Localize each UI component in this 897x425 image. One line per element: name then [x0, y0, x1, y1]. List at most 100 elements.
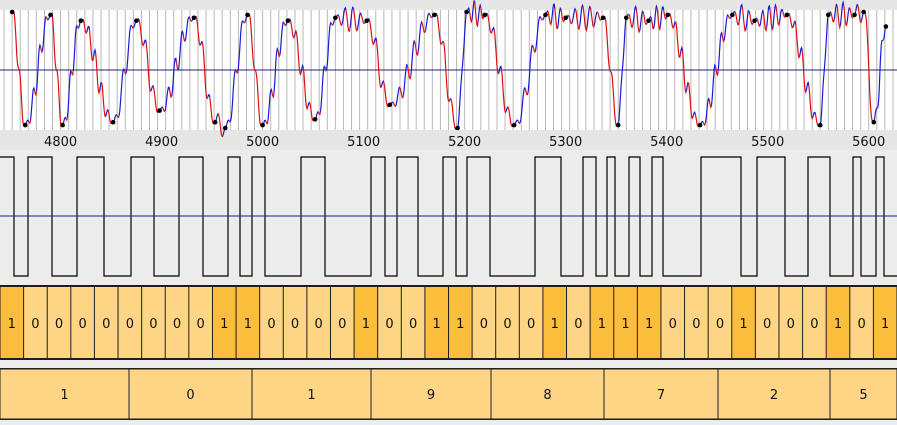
- waveform-series-segment: [480, 7, 484, 20]
- digit-cell[interactable]: [491, 369, 604, 419]
- bit-cell[interactable]: [94, 287, 118, 358]
- bit-value: 1: [621, 317, 629, 332]
- bit-cell[interactable]: [0, 287, 24, 358]
- peak-marker: [191, 15, 197, 21]
- bit-value: 0: [857, 317, 865, 332]
- waveform-series-segment: [93, 47, 97, 57]
- bit-value: 0: [787, 317, 795, 332]
- waveform-series-segment: [571, 7, 577, 23]
- waveform-series-segment: [145, 43, 152, 92]
- waveform-series-segment: [279, 21, 285, 56]
- digit-cell[interactable]: [129, 369, 252, 419]
- waveform-series-segment: [267, 87, 273, 121]
- bit-value: 1: [456, 317, 464, 332]
- waveform-series-segment: [283, 22, 287, 27]
- waveform-chart[interactable]: 4800 4900 5000 5100 5200 5300 5400 5500 5600: [0, 0, 897, 150]
- digit-value: 1: [60, 388, 68, 403]
- bit-cell[interactable]: [47, 287, 71, 358]
- bit-value: 0: [267, 317, 275, 332]
- x-tick-label: 5600: [852, 135, 885, 150]
- waveform-series-segment: [505, 106, 509, 112]
- waveform-series-segment: [756, 18, 761, 27]
- waveform-series-segment: [101, 82, 106, 118]
- waveform-series-segment: [265, 120, 269, 125]
- digit-cell[interactable]: [604, 369, 718, 419]
- bit-cell[interactable]: [826, 287, 850, 358]
- bit-cell[interactable]: [614, 287, 637, 358]
- bit-cell[interactable]: [732, 287, 755, 358]
- waveform-series-segment: [248, 14, 263, 127]
- digit-value: 0: [186, 388, 194, 403]
- bit-value: 0: [763, 317, 771, 332]
- bit-cell[interactable]: [472, 287, 496, 358]
- bit-cell[interactable]: [590, 287, 614, 358]
- waveform-series-segment: [395, 86, 401, 106]
- bit-cell[interactable]: [378, 287, 401, 358]
- waveform-svg[interactable]: 4800 4900 5000 5100 5200 5300 5400 5500 5600: [0, 0, 897, 150]
- digit-cell[interactable]: [252, 369, 371, 419]
- waveform-series-segment: [692, 110, 696, 116]
- peak-marker: [60, 122, 65, 128]
- bit-cell[interactable]: [685, 287, 708, 358]
- waveform-series-segment: [41, 16, 47, 51]
- digit-cell[interactable]: [371, 369, 491, 419]
- waveform-series-segment: [808, 85, 814, 121]
- digit-cell[interactable]: [830, 369, 897, 419]
- bit-cell[interactable]: [401, 287, 425, 358]
- square-wave-svg[interactable]: [0, 150, 897, 285]
- bit-cell[interactable]: [449, 287, 472, 358]
- peak-marker: [157, 108, 162, 113]
- bit-value: 1: [834, 317, 842, 332]
- bit-cell[interactable]: [543, 287, 567, 358]
- bit-cell[interactable]: [354, 287, 378, 358]
- bit-cell[interactable]: [873, 287, 897, 358]
- bit-cell[interactable]: [850, 287, 873, 358]
- bit-cell[interactable]: [118, 287, 142, 358]
- bit-cell[interactable]: [519, 287, 543, 358]
- waveform-series-segment: [604, 17, 618, 128]
- bit-cell[interactable]: [24, 287, 47, 358]
- bit-cell[interactable]: [567, 287, 590, 358]
- bit-cell[interactable]: [637, 287, 661, 358]
- bit-cell[interactable]: [142, 287, 165, 358]
- bit-value: 0: [692, 317, 700, 332]
- bit-cell[interactable]: [260, 287, 283, 358]
- digit-value: 7: [657, 388, 665, 403]
- waveform-series-segment: [830, 12, 835, 23]
- bit-cell[interactable]: [496, 287, 519, 358]
- bit-cell[interactable]: [803, 287, 826, 358]
- digit-row[interactable]: 1 0 1 9 8 7 2 5: [0, 360, 897, 425]
- bit-cell[interactable]: [165, 287, 189, 358]
- waveform-series-segment: [326, 21, 332, 70]
- bit-cell[interactable]: [330, 287, 354, 358]
- square-wave-chart[interactable]: [0, 150, 897, 285]
- digit-cell[interactable]: [0, 369, 129, 419]
- bit-cell[interactable]: [236, 287, 260, 358]
- bit-cell[interactable]: [425, 287, 448, 358]
- peak-marker: [697, 122, 703, 128]
- waveform-series-segment: [704, 97, 711, 124]
- bit-value: 0: [291, 317, 299, 332]
- waveform-series-segment: [650, 17, 655, 30]
- waveform-series-segment: [330, 22, 334, 27]
- digit-value: 5: [859, 388, 867, 403]
- waveform-series-segment: [207, 94, 211, 99]
- waveform-series-segment: [593, 11, 598, 26]
- digit-cell[interactable]: [718, 369, 830, 419]
- peak-marker: [784, 12, 790, 18]
- bit-value: 0: [385, 317, 393, 332]
- bit-cell[interactable]: [779, 287, 803, 358]
- digit-row-svg[interactable]: 1 0 1 9 8 7 2 5: [0, 360, 897, 425]
- bit-cell[interactable]: [755, 287, 779, 358]
- bit-cell[interactable]: [283, 287, 307, 358]
- bit-cell[interactable]: [212, 287, 236, 358]
- bit-cell[interactable]: [708, 287, 732, 358]
- bit-cell[interactable]: [71, 287, 94, 358]
- waveform-series-segment: [507, 107, 514, 128]
- bit-cell[interactable]: [307, 287, 330, 358]
- bit-cell[interactable]: [189, 287, 212, 358]
- bit-cell[interactable]: [661, 287, 685, 358]
- waveform-series-segment: [184, 16, 191, 42]
